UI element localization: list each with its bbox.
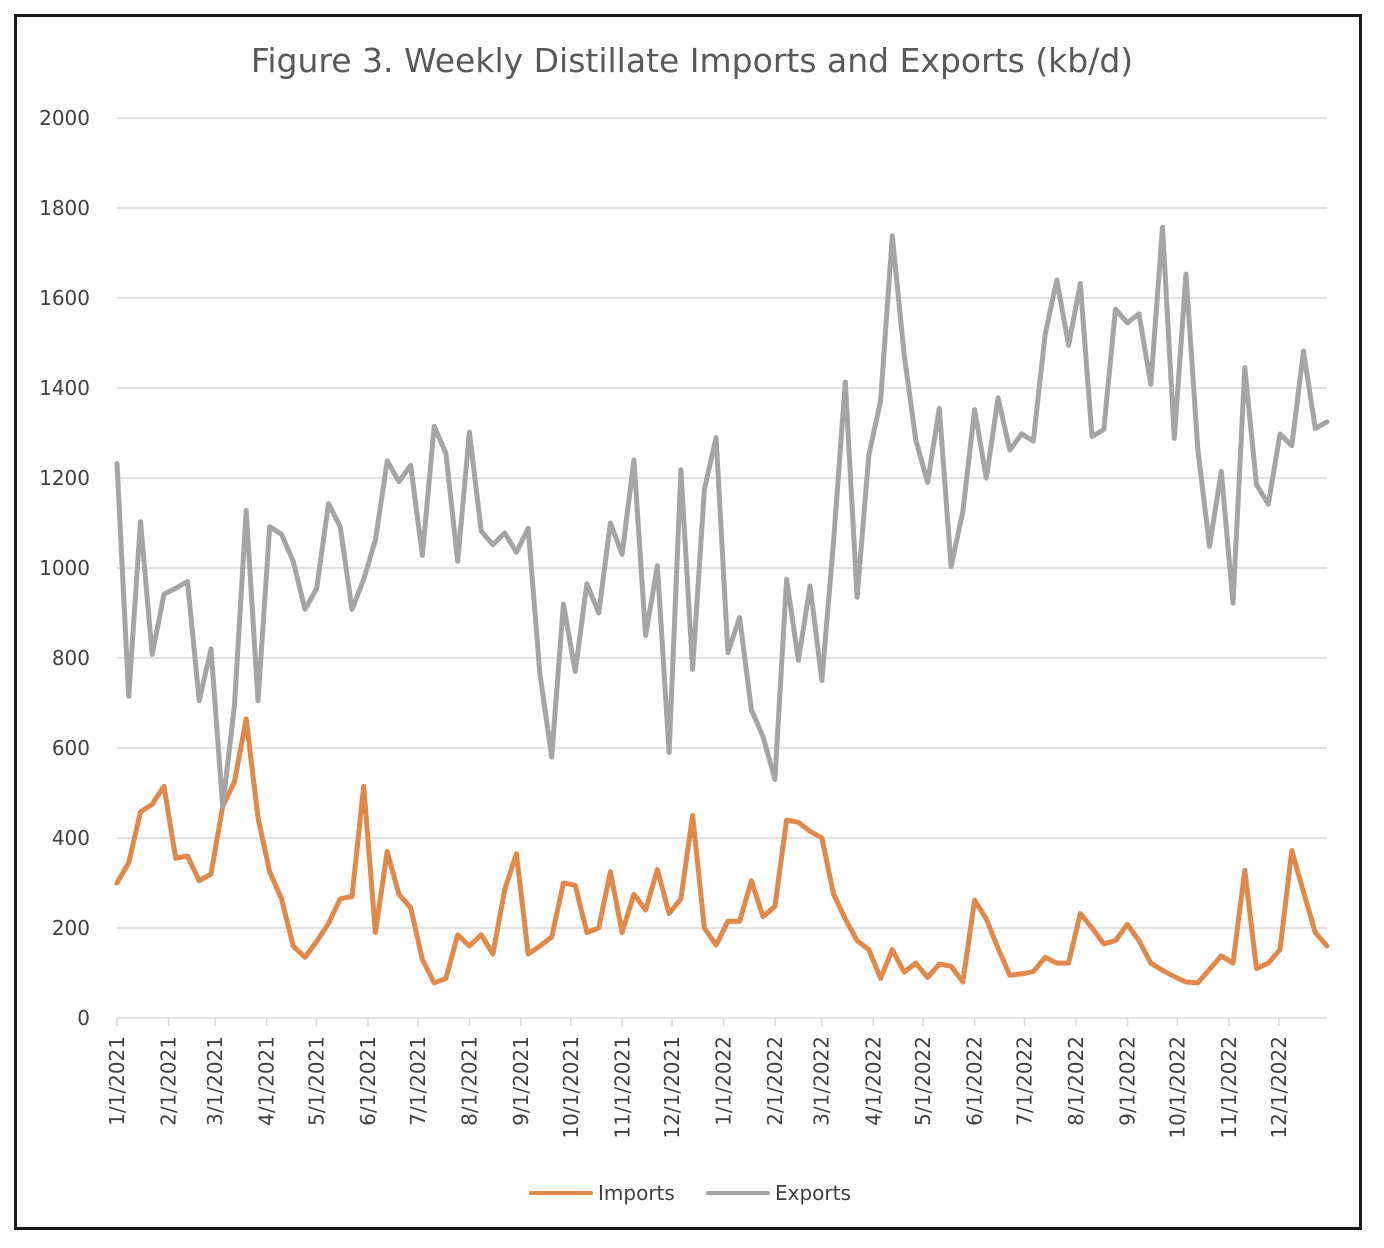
y-tick-label: 1600 xyxy=(39,286,90,310)
y-tick-label: 1800 xyxy=(39,196,90,220)
x-tick-label: 5/1/2022 xyxy=(911,1036,935,1126)
x-tick-label: 7/1/2022 xyxy=(1013,1036,1037,1126)
series-lines xyxy=(114,224,1330,986)
y-tick-label: 200 xyxy=(52,916,90,940)
x-tick-label: 11/1/2021 xyxy=(610,1036,634,1139)
x-tick-label: 1/1/2021 xyxy=(105,1036,129,1126)
y-tick-label: 2000 xyxy=(39,106,90,130)
x-tick-label: 8/1/2022 xyxy=(1064,1036,1088,1126)
x-tick-label: 3/1/2022 xyxy=(810,1036,834,1126)
x-tick-label: 9/1/2021 xyxy=(509,1036,533,1126)
y-axis-ticks: 0 200 400 600 800 1000 1200 1400 1600 1800 2000 xyxy=(39,106,90,1030)
gridlines xyxy=(117,117,1327,1019)
x-tick-label: 12/1/2021 xyxy=(660,1036,684,1139)
y-tick-label: 400 xyxy=(52,826,90,850)
x-tick-label: 11/1/2022 xyxy=(1217,1036,1241,1139)
y-tick-label: 0 xyxy=(77,1006,90,1030)
y-tick-label: 1000 xyxy=(39,556,90,580)
x-tick-label: 10/1/2022 xyxy=(1165,1036,1189,1139)
chart-title: Figure 3. Weekly Distillate Imports and … xyxy=(251,41,1133,80)
x-tick-label: 9/1/2022 xyxy=(1116,1036,1140,1126)
legend-label-exports: Exports xyxy=(775,1181,851,1205)
x-tick-label: 3/1/2021 xyxy=(203,1036,227,1126)
x-tick-label: 1/1/2022 xyxy=(712,1036,736,1126)
x-tick-label: 4/1/2022 xyxy=(861,1036,885,1126)
y-tick-label: 1200 xyxy=(39,466,90,490)
x-tick-label: 6/1/2021 xyxy=(356,1036,380,1126)
x-axis-ticks: 1/1/2021 2/1/2021 3/1/2021 4/1/2021 5/1/2021… xyxy=(105,1018,1291,1139)
x-tick-label: 2/1/2021 xyxy=(157,1036,181,1126)
x-tick-label: 4/1/2021 xyxy=(255,1036,279,1126)
y-tick-label: 600 xyxy=(52,736,90,760)
series-line-exports xyxy=(114,224,1330,809)
y-tick-label: 1400 xyxy=(39,376,90,400)
x-tick-label: 12/1/2022 xyxy=(1267,1036,1291,1139)
x-tick-label: 2/1/2022 xyxy=(763,1036,787,1126)
series-line-imports xyxy=(114,716,1330,986)
y-tick-label: 800 xyxy=(52,646,90,670)
legend-label-imports: Imports xyxy=(598,1181,675,1205)
x-tick-label: 5/1/2021 xyxy=(304,1036,328,1126)
x-tick-label: 6/1/2022 xyxy=(963,1036,987,1126)
x-tick-label: 8/1/2021 xyxy=(457,1036,481,1126)
x-tick-label: 10/1/2021 xyxy=(559,1036,583,1139)
legend: Imports Exports xyxy=(529,1181,851,1205)
x-tick-label: 7/1/2021 xyxy=(406,1036,430,1126)
